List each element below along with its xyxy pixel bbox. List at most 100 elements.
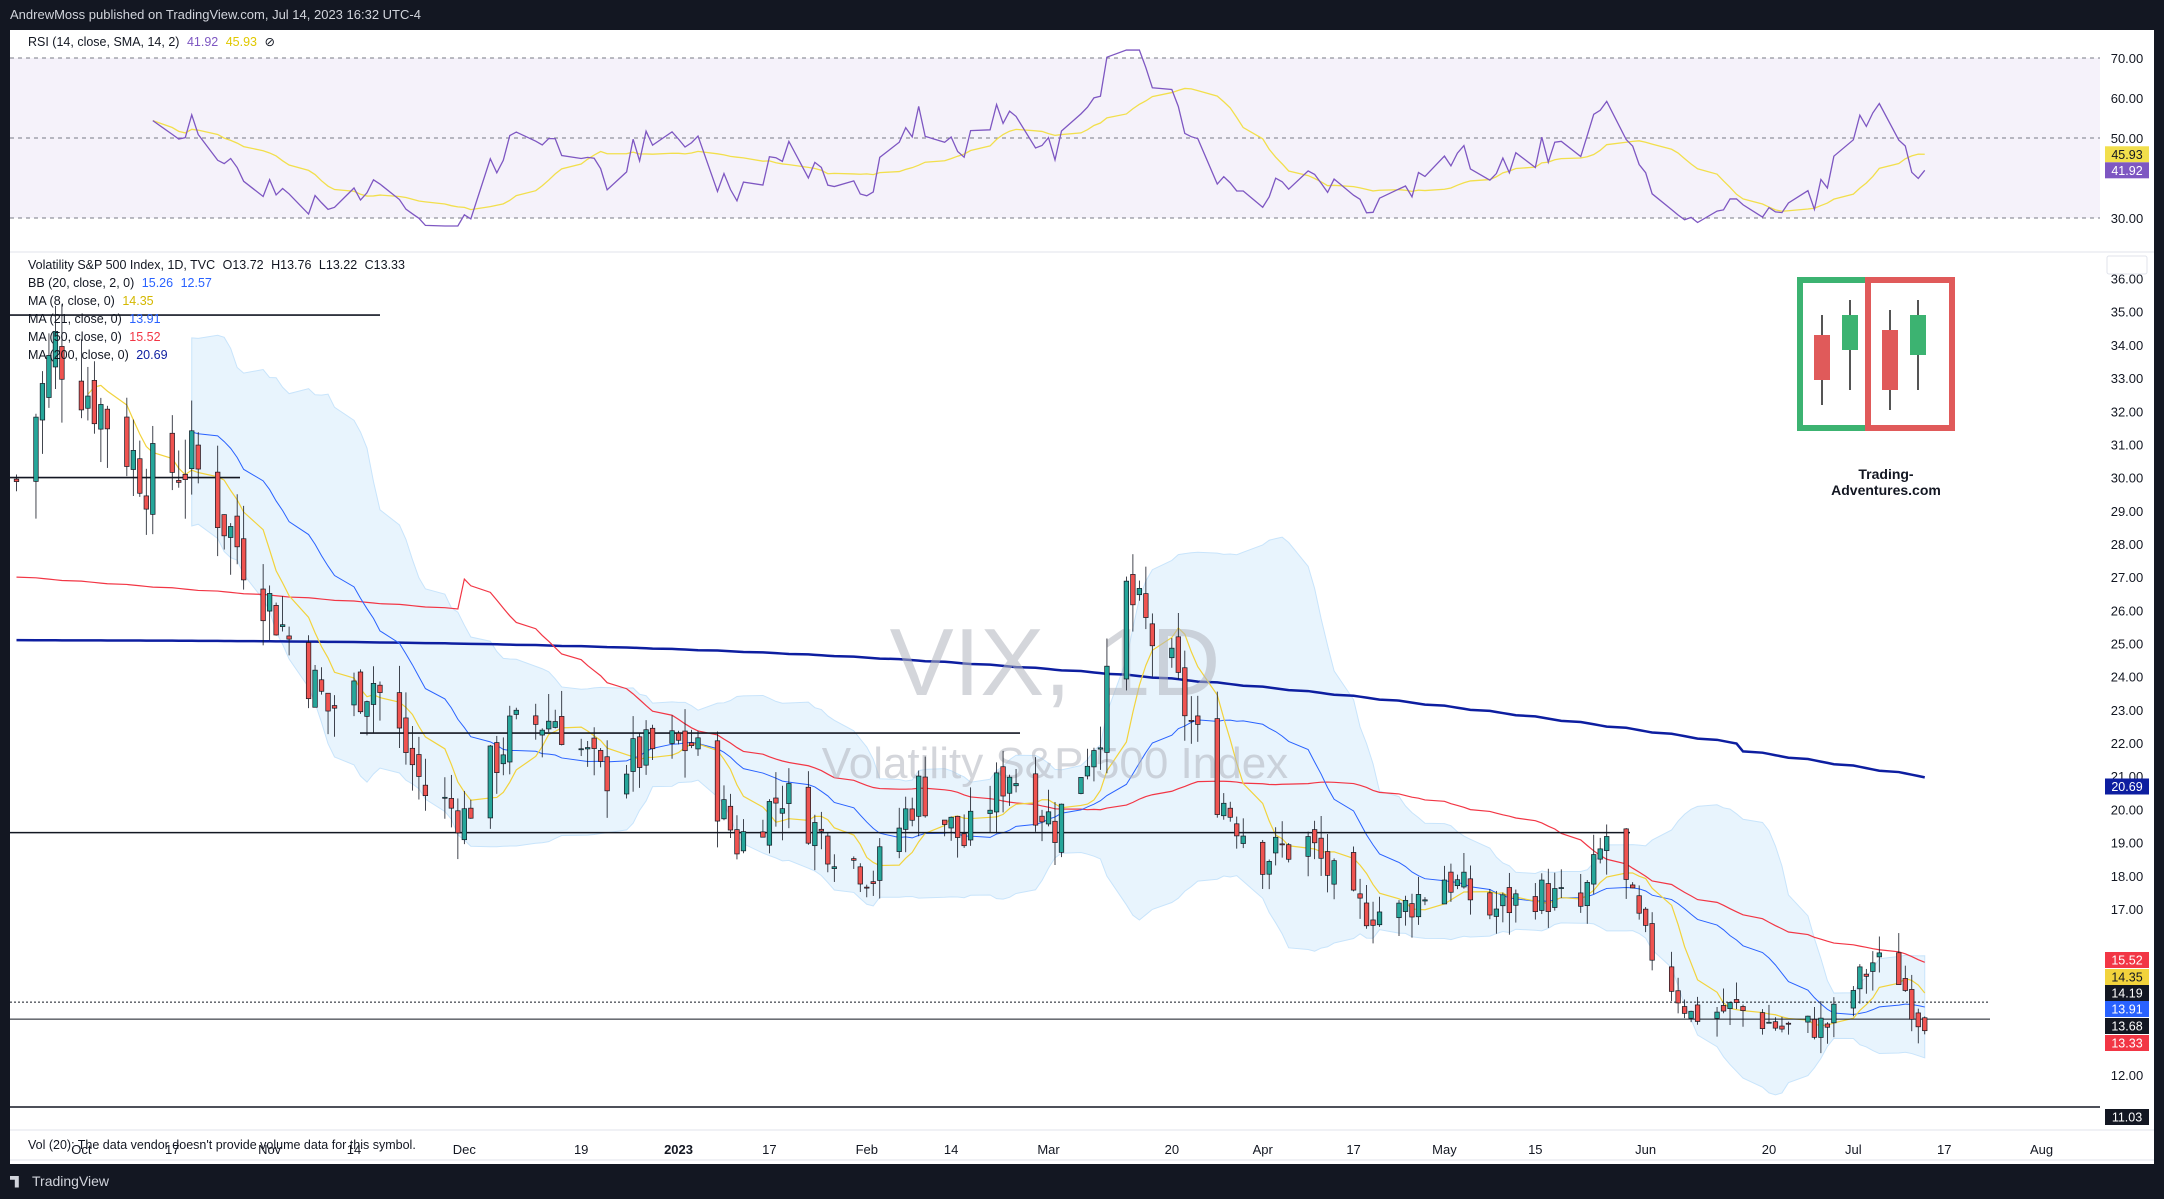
candle-body	[578, 748, 584, 751]
logo-candle-body	[1882, 330, 1898, 390]
candle-body	[279, 624, 286, 627]
candle-body	[1123, 580, 1130, 680]
candle-body	[1422, 899, 1428, 902]
chart-canvas[interactable]: VIX, 1D Volatility S&P 500 Index 70.00 60.0…	[10, 30, 2154, 1164]
candle-body	[604, 756, 610, 792]
watermark-title: VIX, 1D	[890, 609, 1221, 716]
rsi-value-badge	[2105, 162, 2149, 179]
candle-body	[1396, 902, 1402, 919]
candle-body	[773, 797, 779, 804]
candle-body	[1668, 966, 1675, 992]
rsi-value: 41.92	[186, 35, 219, 49]
candle-body	[585, 747, 591, 750]
price-axis-tick: 23.00	[2111, 703, 2144, 718]
candle-body	[1461, 871, 1467, 888]
candle-body	[591, 737, 597, 749]
candle-body	[727, 805, 734, 831]
candle-body	[1876, 952, 1882, 958]
candle-body	[1279, 843, 1285, 846]
candle-body	[85, 395, 91, 409]
candle-body	[59, 346, 65, 380]
candle-body	[1591, 854, 1597, 885]
candle-body	[559, 716, 565, 745]
date-axis-tick: 20	[1165, 1142, 1179, 1157]
candle-body	[682, 730, 688, 752]
date-axis-tick: 17	[762, 1142, 776, 1157]
candle-body	[98, 404, 104, 430]
price-badge	[2105, 1001, 2149, 1017]
candle-body	[1805, 1015, 1811, 1023]
candle-body	[1058, 803, 1065, 853]
candle-body	[812, 822, 818, 847]
publish-header: AndrewMoss published on TradingView.com,…	[10, 7, 421, 22]
candle-body	[305, 642, 312, 700]
candle-body	[1558, 887, 1564, 889]
candle-body	[1915, 1012, 1921, 1028]
eye-icon[interactable]: ⊘	[264, 35, 275, 49]
indicator-value: 13.91	[129, 312, 161, 326]
candle-body	[1811, 1019, 1818, 1038]
candle-body	[448, 798, 454, 809]
logo-frame-green	[1797, 277, 1871, 431]
indicator-value: 20.69	[136, 348, 168, 362]
price-axis-tick: 32.00	[2111, 404, 2144, 419]
candle-body	[1084, 765, 1091, 777]
chart-panel[interactable]: VIX, 1D Volatility S&P 500 Index 70.00 60.0…	[10, 30, 2154, 1164]
candle-body	[1733, 999, 1740, 1003]
ohlc-open: O13.72	[222, 258, 264, 272]
candle-body	[1234, 823, 1240, 837]
candle-body	[1597, 848, 1603, 860]
candle-body	[1578, 892, 1584, 907]
date-axis-tick: Aug	[2030, 1142, 2053, 1157]
date-axis-tick: Feb	[856, 1142, 878, 1157]
candle-body	[1363, 902, 1370, 927]
price-badge-text: 13.68	[2111, 1020, 2142, 1034]
indicator-label: MA (50, close, 0)	[28, 330, 122, 344]
candle-body	[1896, 952, 1902, 986]
candle-body	[1175, 636, 1181, 673]
candle-body	[513, 709, 519, 715]
candle-body	[669, 730, 675, 744]
indicator-legend-ma8: MA (8, close, 0) 14.35	[28, 294, 158, 308]
candle-body	[1052, 820, 1058, 843]
tradingview-footer: TradingView	[0, 1164, 2164, 1199]
candle-body	[805, 786, 811, 844]
candle-body	[143, 495, 149, 510]
candle-body	[1045, 811, 1052, 825]
candle-body	[643, 729, 649, 766]
candle-body	[877, 846, 883, 881]
candle-body	[1266, 861, 1272, 875]
rsi-value-badge-text: 45.93	[2111, 148, 2142, 162]
candle-body	[1902, 978, 1908, 991]
candle-body	[916, 775, 922, 817]
candle-body	[1552, 888, 1558, 908]
candle-body	[714, 740, 721, 822]
candle-body	[1032, 773, 1039, 826]
candle-body	[228, 526, 234, 538]
candle-body	[1922, 1017, 1928, 1032]
price-badge-text: 14.19	[2111, 987, 2142, 1001]
price-badge	[2105, 1018, 2149, 1034]
candle-body	[1720, 1005, 1727, 1012]
indicator-legend-ma50: MA (50, close, 0) 15.52	[28, 330, 165, 344]
candle-body	[825, 835, 831, 865]
candle-body	[922, 776, 928, 817]
candle-body	[468, 807, 474, 819]
candle-body	[176, 480, 182, 483]
candle-body	[169, 432, 175, 473]
logo-candle-body	[1814, 335, 1830, 380]
price-axis-tick: 27.00	[2111, 570, 2144, 585]
price-axis-tick: 12.00	[2111, 1068, 2144, 1083]
candle-body	[1675, 990, 1681, 1004]
candle-body	[539, 729, 545, 736]
indicator-label: MA (8, close, 0)	[28, 294, 115, 308]
candle-body	[786, 783, 792, 804]
candle-body	[1136, 588, 1143, 596]
price-axis-tick: 26.00	[2111, 603, 2144, 618]
rsi-legend: RSI (14, close, SMA, 14, 2) 41.92 45.93 …	[28, 34, 279, 49]
candle-body	[1448, 871, 1454, 893]
date-axis-tick: 17	[1937, 1142, 1951, 1157]
price-axis-tick: 31.00	[2111, 437, 2144, 452]
candle-body	[1643, 908, 1649, 926]
candle-body	[1370, 919, 1376, 926]
